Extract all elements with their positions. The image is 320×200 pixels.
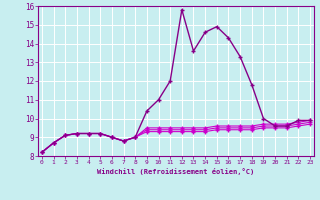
X-axis label: Windchill (Refroidissement éolien,°C): Windchill (Refroidissement éolien,°C) [97,168,255,175]
